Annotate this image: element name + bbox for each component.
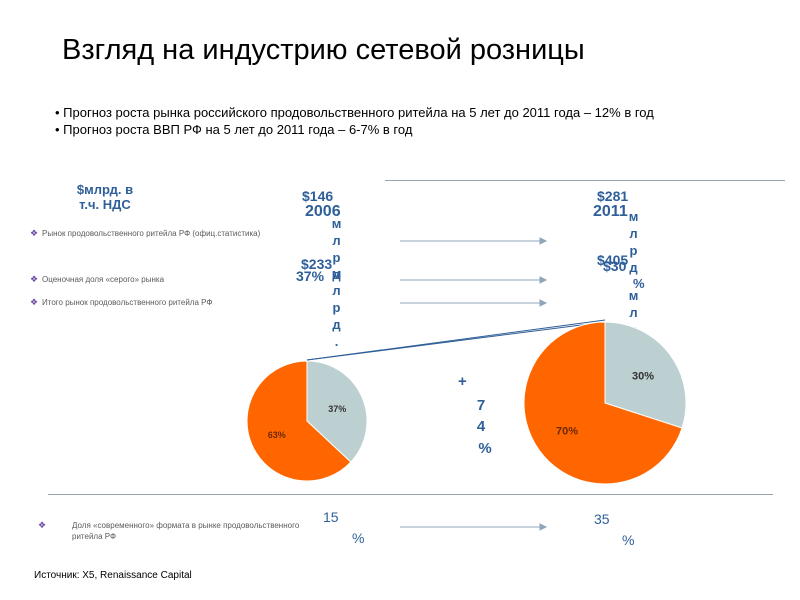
bottom-divider bbox=[48, 494, 773, 495]
row-label-official-market: ❖ Рынок продовольственного ритейла РФ (о… bbox=[30, 228, 268, 239]
pie-0-slice-0 bbox=[246, 360, 352, 482]
value-2011-top: $281 bbox=[597, 188, 629, 204]
vertical-unit-text: млрд. bbox=[329, 266, 344, 351]
bullet-market-forecast: • Прогноз роста рынка российского продов… bbox=[55, 105, 654, 120]
source-note: Источник: X5, Renaissance Capital bbox=[34, 570, 192, 581]
value-2011-pct: % bbox=[633, 276, 645, 291]
year-2006: 2006 bbox=[305, 203, 341, 220]
value-2006-mid: $233 bbox=[301, 256, 333, 272]
value-2011-vertical-unit: млрд bbox=[626, 209, 641, 280]
value-2011-mid: $405 bbox=[597, 252, 629, 268]
pie-0-label-1: 37% bbox=[328, 404, 346, 414]
modern-2011-number: 35 bbox=[594, 511, 610, 527]
diamond-bullet-icon: ❖ bbox=[38, 520, 47, 530]
value-2006-mid-vertical-unit: млрд. bbox=[329, 266, 344, 354]
page-title: Взгляд на индустрию сетевой розницы bbox=[62, 34, 585, 66]
diamond-bullet-icon: ❖ bbox=[30, 228, 39, 238]
pie-1-slice-1 bbox=[604, 321, 687, 429]
bullet-gdp-forecast: • Прогноз роста ВВП РФ на 5 лет до 2011 … bbox=[55, 122, 413, 137]
pie-chart-2011: 30% 70% bbox=[523, 321, 687, 485]
row-label-text: Доля «современного» формата в рынке прод… bbox=[72, 521, 300, 541]
pie-chart-2006: 37% 63% bbox=[246, 360, 368, 482]
diamond-bullet-icon: ❖ bbox=[30, 274, 39, 284]
modern-2006-number: 15 bbox=[323, 509, 339, 525]
value-2006-pct: 37% bbox=[296, 268, 325, 284]
top-divider bbox=[385, 180, 785, 181]
modern-2006-pct: % bbox=[352, 530, 365, 546]
pie-0-label-0: 63% bbox=[268, 430, 286, 440]
value-2006-vertical-unit: млрд bbox=[329, 216, 344, 287]
growth-digit-4: 4 bbox=[476, 418, 486, 435]
row-label-total-market: ❖ Итого рынок продовольственного ритейла… bbox=[30, 297, 268, 308]
bullet-list: • Прогноз роста рынка российского продов… bbox=[50, 104, 750, 138]
vertical-unit-text: млрд bbox=[329, 216, 344, 284]
row-label-text: Рынок продовольственного ритейла РФ (офи… bbox=[42, 229, 261, 238]
row-label-text: Итого рынок продовольственного ритейла Р… bbox=[42, 298, 213, 307]
pie-1-label-1: 30% bbox=[632, 370, 654, 382]
vertical-unit-text: млрд bbox=[626, 209, 641, 277]
pie-1-label-0: 70% bbox=[556, 426, 578, 438]
unit-header: $млрд. в т.ч. НДС bbox=[76, 182, 134, 212]
year-2011: 2011 bbox=[593, 203, 628, 220]
growth-digit-7: 7 bbox=[476, 397, 486, 414]
growth-digit-pct: % bbox=[478, 440, 492, 457]
row-label-modern-format: ❖ Доля «современного» формата в рынке пр… bbox=[38, 520, 312, 542]
diamond-bullet-icon: ❖ bbox=[30, 297, 39, 307]
growth-sign: + bbox=[458, 373, 467, 390]
value-2006-top: $146 bbox=[302, 188, 334, 204]
row-label-text: Оценочная доля «серого» рынка bbox=[42, 275, 165, 284]
pie-1-slice-0 bbox=[523, 321, 683, 485]
value-2011-mid2: $30 bbox=[603, 258, 627, 274]
row-label-grey-market: ❖ Оценочная доля «серого» рынка bbox=[30, 274, 268, 285]
modern-2011-pct: % bbox=[622, 532, 635, 548]
pie-0-slice-1 bbox=[306, 360, 368, 463]
